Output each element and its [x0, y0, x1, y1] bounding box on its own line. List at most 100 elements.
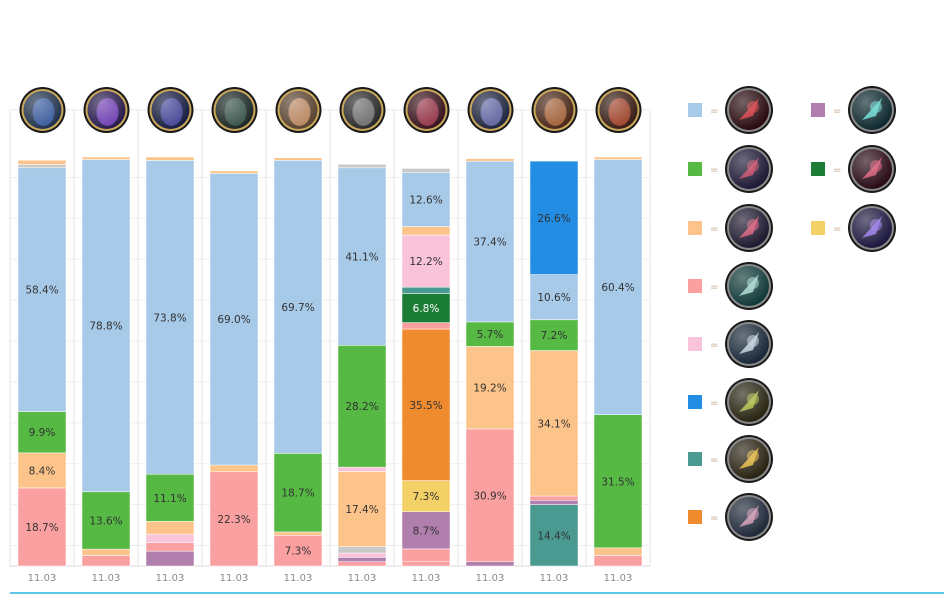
bar-stack-9: 14.4% 34.1% 7.2% 10.6% 26.6% — [529, 160, 579, 567]
x-tick-label: 11.03 — [284, 573, 313, 584]
rune-10-icon — [848, 145, 896, 193]
rune-5-icon — [725, 320, 773, 368]
bar-segment — [209, 173, 259, 466]
champion-7-icon — [403, 87, 450, 133]
rune-8-icon — [725, 493, 773, 541]
bar-segment — [81, 156, 131, 160]
legend-item: = — [811, 86, 896, 134]
champion-2-icon — [83, 87, 130, 133]
x-tick-label: 11.03 — [476, 573, 505, 584]
bar-segment — [593, 159, 643, 415]
legend-equals: = — [710, 165, 718, 176]
bar-stack-1: 18.7% 8.4% 9.9% 58.4% — [17, 160, 67, 567]
data-label: 17.4% — [345, 504, 378, 516]
legend-equals: = — [833, 165, 841, 176]
champion-10-icon — [595, 87, 642, 133]
legend-swatch — [688, 452, 702, 466]
x-tick-label: 11.03 — [540, 573, 569, 584]
bar-stack-7: 8.7% 7.3% 35.5% 6.8% 12.2% 12.6% — [401, 168, 451, 567]
legend-item: = — [688, 262, 773, 310]
bar-segment — [401, 172, 451, 227]
x-tick-label: 11.03 — [156, 573, 185, 584]
data-label: 13.6% — [89, 515, 122, 527]
column-icons — [19, 87, 642, 133]
data-label: 41.1% — [345, 252, 378, 264]
data-label: 10.6% — [537, 292, 570, 304]
bar-segment — [273, 453, 323, 533]
rune-2-icon — [725, 145, 773, 193]
bar-segment — [273, 157, 323, 161]
bar-segment — [529, 350, 579, 497]
bar-segment — [401, 480, 451, 513]
rune-3-icon — [725, 204, 773, 252]
legend-equals: = — [710, 106, 718, 117]
bar-segment — [529, 504, 579, 567]
legend-item: = — [688, 493, 773, 541]
bar-segment — [145, 156, 195, 161]
bar-segment — [401, 328, 451, 481]
x-tick-label: 11.03 — [412, 573, 441, 584]
bar-stack-5: 7.3% 18.7% 69.7% — [273, 157, 323, 567]
bar-segment — [17, 487, 67, 567]
bar-segment — [401, 234, 451, 288]
bar-segment — [337, 546, 387, 554]
bar-segment — [273, 531, 323, 536]
bar-segment — [273, 160, 323, 454]
legend-swatch — [811, 221, 825, 235]
rune-9-icon — [848, 86, 896, 134]
bar-segment — [145, 473, 195, 522]
data-label: 69.7% — [281, 302, 314, 314]
data-label: 14.4% — [537, 530, 570, 542]
bar-segment — [529, 319, 579, 351]
bar-segment — [401, 286, 451, 294]
bar-segment — [337, 466, 387, 472]
bar-segment — [465, 561, 515, 567]
bar-segment — [401, 561, 451, 567]
data-label: 19.2% — [473, 383, 506, 395]
data-label: 12.2% — [409, 256, 442, 268]
bottom-rule — [10, 592, 944, 594]
data-label: 26.6% — [537, 213, 570, 225]
bar-segment — [529, 274, 579, 321]
bar-segment — [465, 158, 515, 162]
bar-segment — [593, 156, 643, 160]
bar-segment — [337, 557, 387, 562]
legend-item: = — [688, 435, 773, 483]
bar-segment — [17, 452, 67, 489]
bar-segment — [529, 495, 579, 501]
bar-segment — [593, 547, 643, 556]
data-label: 11.1% — [153, 493, 186, 505]
legend-equals: = — [833, 106, 841, 117]
bar-segment — [17, 411, 67, 454]
bar-segment — [337, 164, 387, 169]
data-label: 30.9% — [473, 490, 506, 502]
data-label: 7.3% — [413, 491, 440, 503]
rune-1-icon — [725, 86, 773, 134]
bar-segment — [145, 542, 195, 552]
data-label: 73.8% — [153, 312, 186, 324]
legend-swatch — [688, 510, 702, 524]
data-label: 5.7% — [477, 329, 504, 341]
data-label: 18.7% — [281, 488, 314, 500]
rune-4-icon — [725, 262, 773, 310]
bar-segment — [465, 160, 515, 323]
bar-segment — [465, 321, 515, 347]
data-label: 12.6% — [409, 195, 442, 207]
bar-stack-8: 30.9% 19.2% 5.7% 37.4% — [465, 158, 515, 567]
bars: 18.7% 8.4% 9.9% 58.4% 13.6% 78.8% 11.1% 73.8% 22… — [17, 156, 643, 567]
legend-swatch — [688, 162, 702, 176]
bar-segment — [17, 160, 67, 165]
bar-segment — [81, 555, 131, 567]
legend-swatch — [688, 395, 702, 409]
legend-swatch — [811, 162, 825, 176]
champion-8-icon — [467, 87, 514, 133]
rune-6-icon — [725, 378, 773, 426]
data-label: 69.0% — [217, 314, 250, 326]
data-label: 7.2% — [541, 330, 568, 342]
bar-segment — [465, 346, 515, 430]
legend-equals: = — [710, 513, 718, 524]
legend-item: = — [811, 204, 896, 252]
bar-segment — [209, 170, 259, 174]
legend-equals: = — [710, 455, 718, 466]
